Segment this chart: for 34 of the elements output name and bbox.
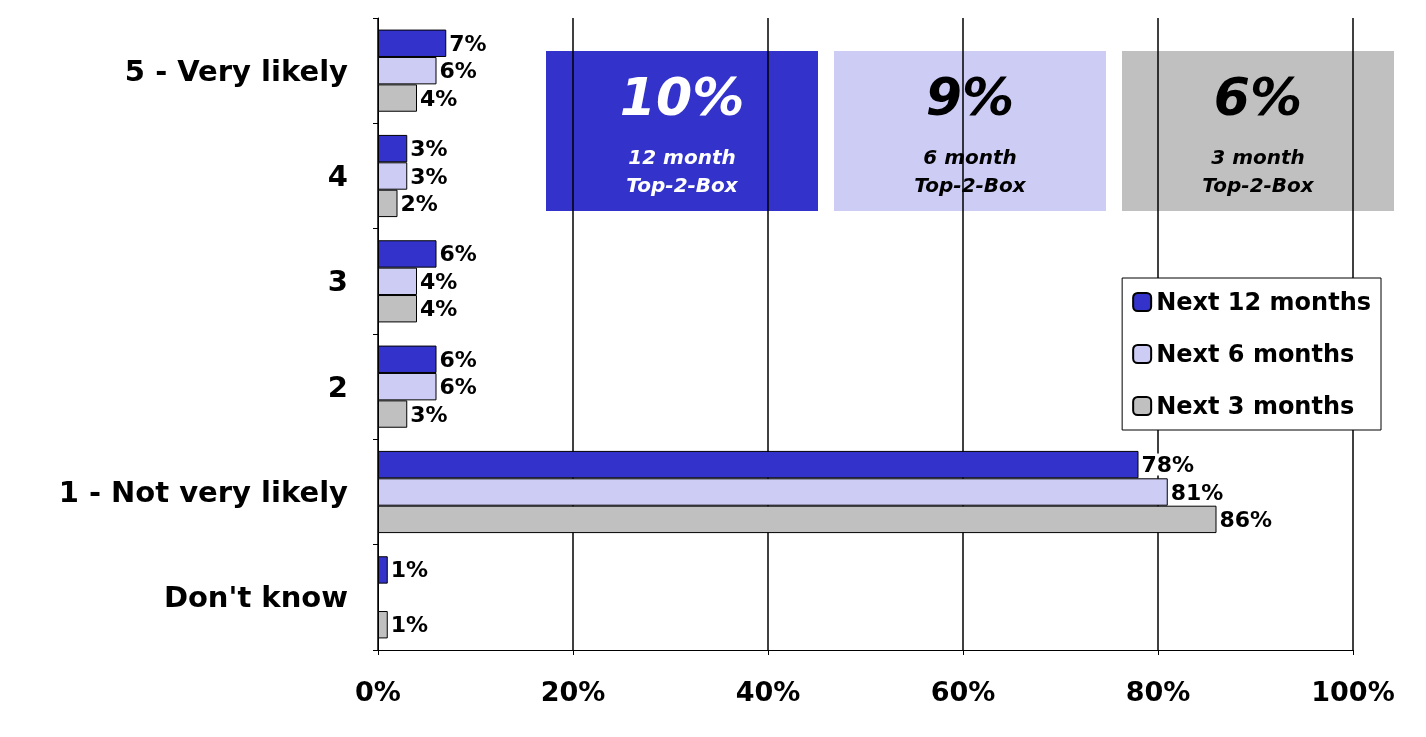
- data-label: 6%: [439, 346, 477, 372]
- legend-label: Next 3 months: [1156, 392, 1355, 420]
- x-tick-label: 80%: [1125, 676, 1191, 707]
- y-tick-label: Don't know: [163, 580, 348, 615]
- annotation: 6% 3 month Top-2-Box: [1202, 67, 1315, 197]
- x-tick-label: 60%: [930, 676, 996, 707]
- y-tick-label: 5 - Very likely: [124, 53, 349, 88]
- data-label: 3%: [410, 163, 448, 189]
- x-tick-label: 0%: [355, 676, 401, 707]
- data-label: 2%: [400, 190, 438, 216]
- data-label: 3%: [410, 401, 448, 427]
- data-label: 4%: [420, 85, 458, 111]
- y-tick-label: 3: [327, 264, 348, 299]
- data-label: 6%: [439, 374, 477, 400]
- data-label: 4%: [420, 268, 458, 294]
- y-tick-label: 1 - Not very likely: [58, 475, 349, 509]
- data-label: 3%: [410, 136, 448, 162]
- data-label: 6%: [439, 241, 477, 267]
- data-label: 81%: [1170, 479, 1224, 505]
- y-tick-label: 2: [327, 369, 348, 404]
- data-label: 4%: [420, 296, 458, 322]
- data-label: 7%: [449, 30, 487, 56]
- legend-label: Next 6 months: [1156, 340, 1355, 368]
- data-label: 86%: [1219, 506, 1273, 532]
- annotation: 10% 12 month Top-2-Box: [619, 67, 745, 197]
- legend-label: Next 12 months: [1156, 288, 1372, 316]
- x-tick-label: 40%: [735, 676, 801, 707]
- x-tick-label: 100%: [1311, 676, 1395, 707]
- data-label: 78%: [1141, 452, 1195, 478]
- data-label: 1%: [390, 612, 429, 638]
- x-tick-label: 20%: [540, 676, 606, 707]
- data-label: 6%: [439, 58, 477, 84]
- data-label: 1%: [390, 557, 429, 583]
- y-tick-label: 4: [327, 159, 348, 193]
